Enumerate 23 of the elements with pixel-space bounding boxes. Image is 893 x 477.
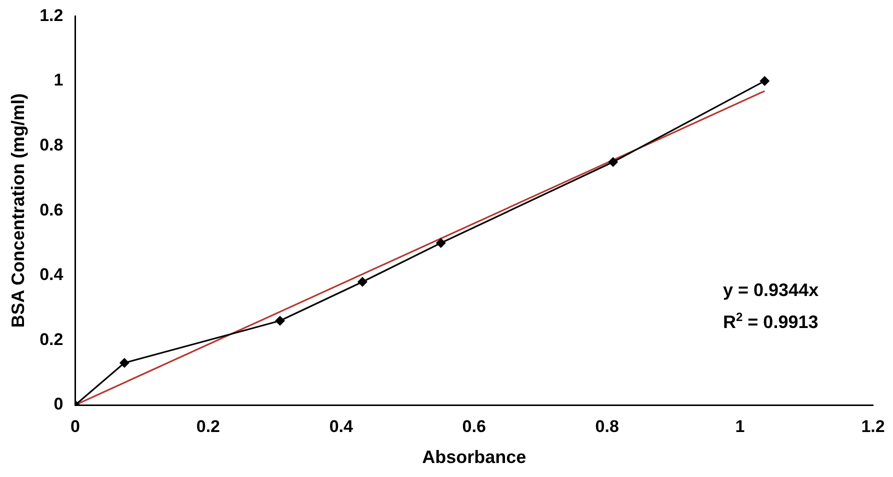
x-tick-label: 0 [70,416,80,436]
annotation: y = 0.9344x [723,280,819,300]
y-tick-label: 0.8 [40,135,64,154]
y-axis-title: BSA Concentration (mg/ml) [8,93,28,328]
x-tick-label: 0.8 [595,416,619,436]
y-tick-label: 0.4 [40,265,64,284]
x-axis-title: Absorbance [422,447,526,468]
x-tick-label: 1 [735,416,745,436]
point [436,238,446,248]
x-tick-label: 0.2 [196,416,220,436]
point [608,157,618,167]
y-tick-label: 0.2 [40,330,64,349]
y-tick-label: 1 [54,70,64,90]
y-tick-label: 0 [54,394,64,414]
x-tick-label: 1.2 [861,416,885,436]
x-tick-label: 0.6 [462,416,486,436]
point [119,358,130,368]
point [274,316,285,326]
y-tick-label: 0.6 [40,200,64,220]
y-tick-label: 1.2 [40,6,64,25]
x-tick-label: 0.4 [329,416,354,436]
point [760,76,770,86]
point [357,276,368,287]
